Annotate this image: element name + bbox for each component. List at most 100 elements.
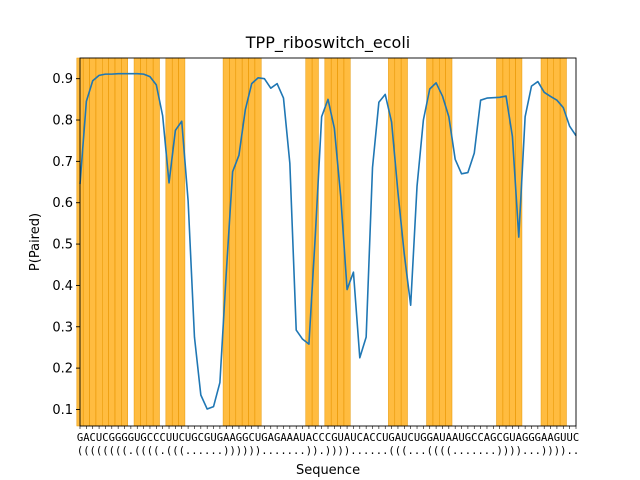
x-tick-label-nucleotide: A (223, 432, 230, 444)
x-tick-label-nucleotide: A (446, 432, 453, 444)
x-tick-label-structure: . (268, 445, 274, 457)
paired-band (305, 57, 313, 427)
x-tick-label-structure: ( (427, 445, 433, 457)
paired-band (133, 57, 141, 427)
x-tick-label-nucleotide: U (172, 432, 178, 444)
x-tick-label-nucleotide: A (541, 432, 548, 444)
x-tick-label-structure: ) (560, 445, 566, 457)
paired-band (337, 57, 345, 427)
x-tick-label-structure: . (573, 445, 579, 457)
x-tick-label-structure: ( (121, 445, 127, 457)
x-tick-label-nucleotide: C (249, 432, 255, 444)
x-tick-label-structure: . (484, 445, 490, 457)
y-tick-label: 0.1 (52, 403, 73, 418)
paired-band (102, 57, 109, 427)
x-tick-label-nucleotide: A (268, 432, 275, 444)
paired-band (508, 57, 516, 427)
x-tick-label-nucleotide: C (160, 432, 166, 444)
x-tick-label-nucleotide: C (102, 432, 108, 444)
x-tick-label-structure: . (382, 445, 388, 457)
x-tick-label-nucleotide: C (198, 432, 204, 444)
x-tick-label-nucleotide: C (497, 432, 503, 444)
x-tick-label-nucleotide: A (363, 432, 370, 444)
x-tick-label-structure: ( (102, 445, 108, 457)
x-tick-label-nucleotide: G (465, 432, 471, 444)
paired-band (496, 57, 504, 427)
paired-band (140, 57, 148, 427)
x-tick-label-nucleotide: A (287, 432, 294, 444)
x-tick-label-structure: . (414, 445, 420, 457)
x-tick-label-structure: ) (554, 445, 560, 457)
y-tick-label: 0.7 (52, 155, 73, 170)
x-tick-label-structure: . (528, 445, 534, 457)
x-tick-label-nucleotide: A (280, 432, 287, 444)
x-tick-label-structure: . (535, 445, 541, 457)
x-tick-label-nucleotide: G (388, 432, 394, 444)
x-tick-label-nucleotide: C (153, 432, 159, 444)
x-tick-label-nucleotide: A (293, 432, 300, 444)
x-tick-label-structure: . (204, 445, 210, 457)
x-tick-label-structure: ) (312, 445, 318, 457)
paired-band (165, 57, 173, 427)
paired-band (547, 57, 554, 427)
x-tick-label-structure: ( (140, 445, 146, 457)
x-tick-label-structure: ) (541, 445, 547, 457)
paired-band (114, 57, 122, 427)
x-tick-label-nucleotide: G (331, 432, 337, 444)
x-tick-label-nucleotide: G (490, 432, 496, 444)
x-tick-label-structure: . (299, 445, 305, 457)
x-tick-label-structure: ) (325, 445, 331, 457)
x-tick-label-structure: ) (229, 445, 235, 457)
x-tick-label-nucleotide: U (134, 432, 140, 444)
x-tick-label-nucleotide: U (566, 432, 572, 444)
x-tick-label-structure: . (293, 445, 299, 457)
paired-band (95, 57, 103, 427)
x-tick-label-structure: ) (223, 445, 229, 457)
x-tick-label-structure: . (261, 445, 267, 457)
x-tick-label-nucleotide: U (299, 432, 305, 444)
x-tick-label-structure: ( (115, 445, 121, 457)
paired-band (343, 57, 351, 427)
x-tick-label-nucleotide: G (274, 432, 280, 444)
x-tick-label-nucleotide: U (96, 432, 102, 444)
y-tick-label: 0.6 (52, 196, 73, 211)
x-tick-label-nucleotide: A (516, 432, 523, 444)
x-tick-label-nucleotide: G (535, 432, 541, 444)
x-tick-label-structure: ( (147, 445, 153, 457)
x-tick-label-nucleotide: G (204, 432, 210, 444)
x-tick-label-nucleotide: C (369, 432, 375, 444)
x-tick-label-nucleotide: G (528, 432, 534, 444)
x-tick-label-nucleotide: A (344, 432, 351, 444)
x-tick-label-nucleotide: A (484, 432, 491, 444)
paired-band (178, 57, 186, 427)
x-tick-label-structure: . (185, 445, 191, 457)
paired-band (540, 57, 548, 427)
x-tick-label-nucleotide: G (191, 432, 197, 444)
x-tick-label-structure: . (217, 445, 223, 457)
x-tick-label-structure: ) (255, 445, 261, 457)
paired-band (152, 57, 160, 427)
x-tick-label-structure: ( (433, 445, 439, 457)
x-tick-label-structure: ) (338, 445, 344, 457)
paired-band (89, 57, 97, 427)
paired-band (121, 57, 128, 427)
x-tick-label-structure: ) (249, 445, 255, 457)
x-tick-label-structure: . (198, 445, 204, 457)
x-tick-label-structure: ( (172, 445, 178, 457)
paired-band (229, 57, 237, 427)
y-tick-label: 0.5 (52, 238, 73, 253)
x-tick-label-structure: ( (109, 445, 115, 457)
x-tick-label-structure: . (274, 445, 280, 457)
x-tick-label-nucleotide: U (338, 432, 344, 444)
x-tick-label-nucleotide: U (458, 432, 464, 444)
paired-band (235, 57, 243, 427)
paired-band (426, 57, 434, 427)
x-tick-label-nucleotide: U (185, 432, 191, 444)
x-tick-label-structure: . (350, 445, 356, 457)
x-tick-label-structure: . (471, 445, 477, 457)
x-tick-label-nucleotide: C (318, 432, 324, 444)
paired-band (445, 57, 453, 427)
x-tick-label-nucleotide: C (179, 432, 185, 444)
x-tick-label-nucleotide: G (109, 432, 115, 444)
